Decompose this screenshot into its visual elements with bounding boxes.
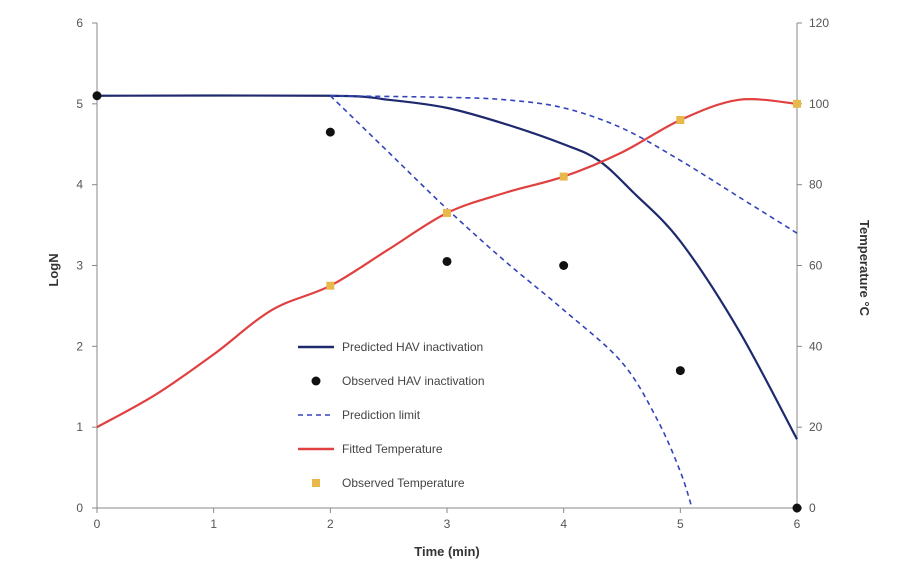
observed-temperature-point-3 bbox=[676, 116, 685, 124]
y2-axis-title: Temperature °C bbox=[857, 220, 872, 317]
observed-temperature-point-0 bbox=[326, 281, 335, 290]
x-tick-label: 3 bbox=[444, 517, 451, 531]
observed-hav-point-2 bbox=[442, 256, 452, 266]
x-tick-label: 4 bbox=[560, 517, 567, 531]
observed-hav-point-4 bbox=[675, 366, 685, 376]
series-layer bbox=[92, 91, 802, 513]
observed-hav-point-3 bbox=[559, 261, 569, 270]
series-line-3 bbox=[330, 94, 798, 234]
y2-tick-label: 0 bbox=[809, 501, 816, 515]
legend-swatch-4 bbox=[312, 479, 320, 487]
y2-tick-label: 60 bbox=[809, 259, 823, 273]
y-tick-label: 6 bbox=[76, 16, 83, 30]
y-tick-label: 4 bbox=[76, 178, 83, 192]
x-tick-label: 6 bbox=[794, 517, 801, 531]
series-line-2 bbox=[329, 95, 693, 509]
series-line-0 bbox=[96, 94, 798, 440]
y-axis-title: LogN bbox=[46, 253, 61, 286]
observed-hav-point-1 bbox=[325, 127, 335, 137]
y2-tick-label: 100 bbox=[809, 97, 829, 111]
x-tick-label: 2 bbox=[327, 517, 334, 531]
observed-temperature-point-4 bbox=[793, 99, 801, 108]
y-tick-label: 3 bbox=[76, 259, 83, 273]
legend-label-0: Predicted HAV inactivation bbox=[342, 340, 483, 354]
observed-hav-point-5 bbox=[792, 503, 802, 513]
observed-temperature-point-1 bbox=[443, 208, 451, 217]
legend-label-2: Prediction limit bbox=[342, 408, 421, 422]
y-tick-label: 2 bbox=[76, 339, 83, 353]
observed-temperature-point-2 bbox=[559, 172, 568, 181]
legend: Predicted HAV inactivation Observed HAV i… bbox=[298, 340, 485, 490]
y2-tick-label: 40 bbox=[809, 339, 823, 353]
legend-label-3: Fitted Temperature bbox=[342, 442, 443, 456]
x-tick-label: 5 bbox=[677, 517, 684, 531]
y2-tick-label: 120 bbox=[809, 16, 829, 30]
x-axis-title: Time (min) bbox=[414, 544, 480, 559]
y2-tick-label: 20 bbox=[809, 420, 823, 434]
legend-label-1: Observed HAV inactivation bbox=[342, 374, 485, 388]
y-tick-label: 5 bbox=[76, 97, 83, 111]
y-tick-label: 1 bbox=[76, 420, 83, 434]
legend-label-4: Observed Temperature bbox=[342, 476, 465, 490]
y2-tick-label: 80 bbox=[809, 178, 823, 192]
legend-swatch-1 bbox=[311, 376, 321, 386]
observed-hav-point-0 bbox=[92, 91, 102, 101]
y-tick-label: 0 bbox=[76, 501, 83, 515]
x-tick-label: 0 bbox=[94, 517, 101, 531]
x-tick-label: 1 bbox=[210, 517, 217, 531]
